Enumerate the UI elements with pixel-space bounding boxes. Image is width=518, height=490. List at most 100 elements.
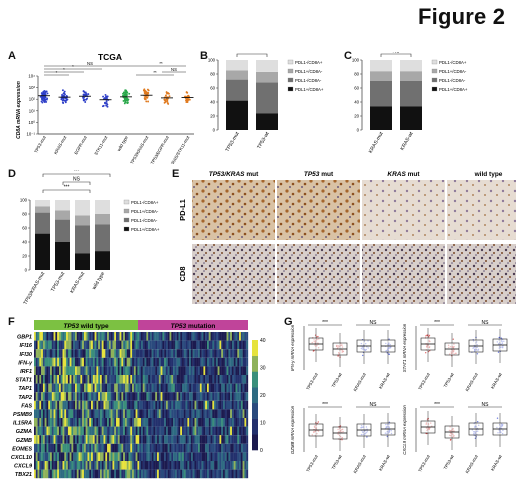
heatmap-cell: [215, 452, 218, 461]
heatmap-cell: [235, 469, 238, 479]
sig-label: NS: [73, 177, 81, 183]
heatmap-cell: [194, 443, 197, 453]
heatmap-cell: [57, 426, 60, 436]
heatmap-cell: [203, 357, 206, 367]
heatmap-cell: [244, 392, 247, 401]
heatmap-cell: [57, 332, 60, 341]
boxplot-category-label: TP53-wt: [331, 453, 344, 470]
heatmap-cell: [119, 435, 122, 444]
heatmap-cell: [48, 443, 51, 453]
heatmap-cell: [158, 340, 161, 350]
heatmap-cell: [67, 375, 70, 384]
heatmap-cell: [198, 366, 200, 375]
heatmap-cell: [78, 375, 81, 384]
heatmap-cell: [76, 452, 79, 461]
heatmap-cell: [231, 426, 234, 436]
heatmap-cell: [169, 435, 172, 444]
heatmap-cell: [171, 418, 174, 427]
heatmap-cell: [117, 392, 120, 401]
heatmap-cell: [148, 332, 151, 341]
heatmap-cell: [128, 418, 131, 427]
heatmap-cell: [153, 418, 156, 427]
heatmap-cell: [82, 469, 85, 479]
heatmap-cell: [114, 392, 117, 401]
stack-segment: [370, 60, 392, 72]
heatmap-cell: [39, 349, 42, 358]
heatmap-cell: [160, 383, 163, 393]
heatmap-cell: [108, 443, 111, 453]
heatmap-cell: [78, 426, 81, 436]
heatmap-cell: [64, 418, 67, 427]
heatmap-cell: [160, 469, 163, 479]
heatmap-cell: [230, 409, 233, 418]
heatmap-cell: [171, 340, 174, 350]
panel-a-dot: [61, 101, 64, 104]
heatmap-cell: [208, 469, 211, 479]
heatmap-cell: [160, 443, 163, 453]
heatmap-cell: [237, 452, 240, 461]
heatmap-cell: [198, 375, 200, 384]
heatmap-cell: [208, 461, 211, 470]
heatmap-cell: [151, 375, 154, 384]
heatmap-cell: [196, 332, 199, 341]
heatmap-cell: [189, 452, 192, 461]
heatmap-cell: [146, 349, 149, 358]
legend-label: PDL1-/CD8A-: [439, 78, 466, 83]
heatmap-cell: [139, 366, 142, 375]
heatmap-cell: [112, 452, 115, 461]
heatmap-cell: [35, 340, 38, 350]
heatmap-cell: [101, 426, 104, 436]
heatmap-cell: [246, 366, 249, 375]
heatmap-cell: [148, 400, 151, 410]
heatmap-cell: [146, 469, 149, 479]
heatmap-cell: [58, 452, 61, 461]
heatmap-cell: [101, 452, 104, 461]
heatmap-cell: [226, 340, 229, 350]
heatmap-cell: [39, 400, 42, 410]
heatmap-cell: [162, 435, 165, 444]
heatmap-cell: [78, 461, 81, 470]
heatmap-cell: [176, 426, 179, 436]
heatmap-cell: [148, 469, 151, 479]
heatmap-cell: [242, 426, 245, 436]
heatmap-cell: [228, 366, 231, 375]
heatmap-cell: [246, 409, 249, 418]
heatmap-cell: [217, 357, 220, 367]
heatmap-cell: [44, 400, 47, 410]
heatmap-cell: [141, 443, 143, 453]
heatmap-cell: [219, 461, 222, 470]
heatmap-cell: [158, 357, 161, 367]
heatmap-cell: [141, 392, 143, 401]
heatmap-cell: [223, 375, 225, 384]
heatmap-cell: [73, 357, 76, 367]
heatmap-cell: [178, 340, 181, 350]
heatmap-cell: [117, 426, 120, 436]
heatmap-cell: [141, 435, 143, 444]
heatmap-cell: [39, 340, 42, 350]
heatmap-cell: [149, 340, 152, 350]
heatmap-cell: [34, 452, 36, 461]
heatmap-cell: [173, 435, 176, 444]
heatmap-cell: [82, 435, 85, 444]
heatmap-cell: [42, 366, 45, 375]
heatmap-cell: [240, 375, 243, 384]
heatmap-cell: [71, 332, 74, 341]
heatmap-cell: [57, 383, 60, 393]
heatmap-cell: [208, 418, 211, 427]
heatmap-cell: [144, 469, 147, 479]
boxplot-point: [428, 336, 430, 338]
boxplot-point: [388, 421, 391, 423]
heatmap-cell: [60, 332, 63, 341]
heatmap-cell: [153, 461, 156, 470]
heatmap-cell: [67, 349, 70, 358]
heatmap-cell: [235, 392, 238, 401]
boxplot-point: [425, 335, 427, 337]
heatmap-cell: [244, 332, 247, 341]
heatmap-cell: [112, 366, 115, 375]
heatmap-cell: [103, 357, 106, 367]
heatmap-cell: [210, 400, 213, 410]
heatmap-cell: [117, 452, 120, 461]
gene-label: FAS: [21, 403, 32, 409]
heatmap-cell: [126, 366, 129, 375]
boxplot-category-label: KRAS-wt: [378, 453, 391, 471]
